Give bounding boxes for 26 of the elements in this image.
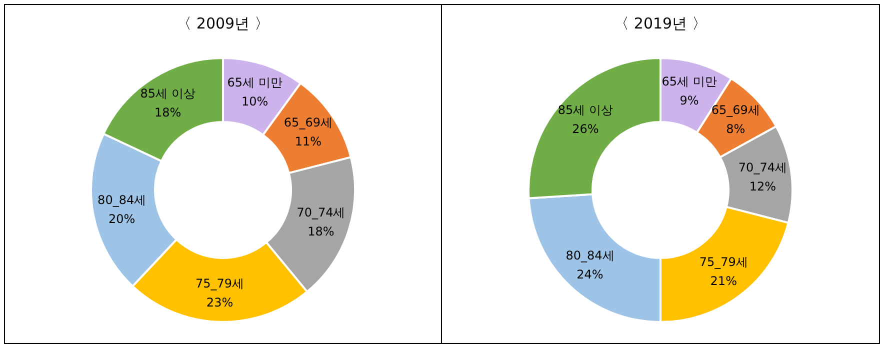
slice-label: 80_84세: [98, 192, 146, 207]
slice-label: 85세 이상: [140, 86, 196, 101]
data-label: 21%: [710, 274, 737, 288]
data-label: 20%: [108, 212, 136, 226]
data-label: 10%: [241, 94, 268, 109]
data-label: 26%: [572, 122, 599, 136]
slice-label: 65세 미만: [662, 74, 717, 89]
slice-label: 75_79세: [699, 254, 748, 269]
slice-label: 65세 미만: [227, 76, 282, 90]
chart-title: 〈 2009년 〉: [176, 14, 270, 32]
data-label: 9%: [680, 94, 699, 108]
slice-label: 75_79세: [195, 276, 244, 290]
data-label: 23%: [206, 295, 234, 310]
slice-label: 85세 이상: [558, 102, 613, 117]
data-label: 18%: [308, 224, 334, 238]
slice-label: 70_74세: [738, 160, 787, 175]
data-label: 24%: [576, 268, 604, 282]
data-label: 11%: [294, 134, 322, 149]
chart-title: 〈 2019년 〉: [614, 14, 707, 32]
data-label: 8%: [726, 122, 746, 136]
data-label: 12%: [749, 180, 776, 194]
slice-label: 65_69세: [284, 116, 332, 130]
slice-label: 80_84세: [566, 248, 614, 263]
slice-label: 70_74세: [296, 205, 346, 220]
slice-label: 65_69세: [711, 102, 760, 117]
data-label: 18%: [154, 106, 182, 120]
